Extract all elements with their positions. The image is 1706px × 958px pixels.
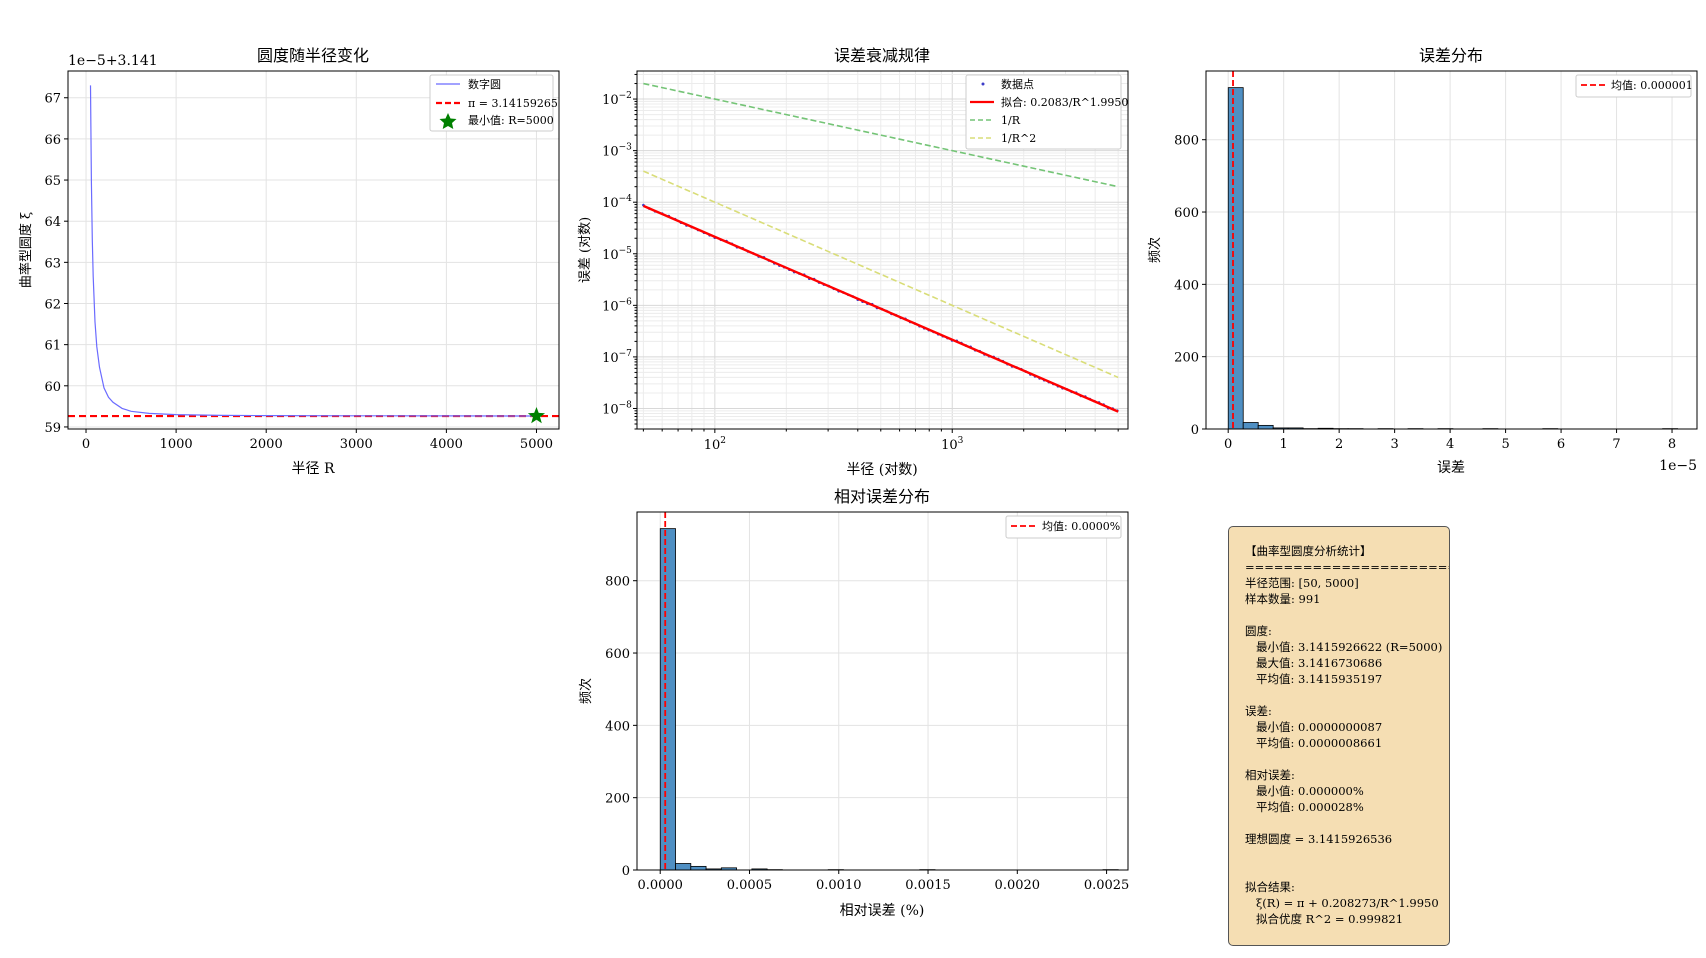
y-tick-label: 60 [44,380,61,395]
x-axis-label: 误差 [1437,460,1465,476]
x-tick-label: 102 [704,436,726,453]
y-tick-label: 10−6 [602,297,632,314]
y-tick-label: 600 [1174,206,1199,221]
panel-roundness-vs-radius: 0 1000 2000 3000 4000 5000596061626364656667 … [18,46,560,477]
y-tick-label: 10−7 [602,349,632,366]
y-offset-text: 1e−5+3.141 [68,53,158,69]
x-tick-label: 0.0005 [727,878,773,893]
axes-frame [636,511,1129,871]
y-tick-label: 800 [605,575,630,590]
x-tick-label: 7 [1612,437,1620,452]
y-tick-label: 200 [1174,351,1199,366]
histogram-bar [675,863,692,871]
legend: 均值: 0.000001 [1575,74,1693,98]
y-tick-label: 10−3 [602,143,632,160]
x-tick-label: 5 [1501,437,1509,452]
x-tick-label: 2000 [250,437,283,452]
legend-label-points: 数据点 [1001,77,1034,91]
legend-label-pi: π = 3.14159265 [468,97,558,110]
series-line-digital-circle [89,85,537,417]
axes-frame [636,70,1129,430]
y-axis-label: 频次 [1147,237,1163,263]
chart-title: 误差衰减规律 [834,46,930,65]
x-tick-label: 2 [1335,437,1343,452]
x-tick-label: 103 [941,436,964,453]
chart-title: 误差分布 [1419,46,1483,65]
y-tick-label: 66 [44,133,61,148]
y-tick-label: 0 [622,864,630,879]
legend: 数字圆 π = 3.14159265 最小值: R=5000 [429,74,558,132]
x-tick-label: 3000 [340,437,373,452]
y-tick-label: 200 [605,792,630,807]
x-axis-label: 半径 R [292,461,335,477]
fit-line [642,204,1119,413]
y-tick-label: 64 [44,215,61,230]
legend-star-marker [439,113,457,129]
y-tick-label: 400 [605,719,630,734]
axes-frame [1205,70,1698,430]
x-tick-label: 8 [1668,437,1676,452]
histogram-bar [659,528,676,871]
x-tick-label: 5000 [520,437,553,452]
min-point-marker [527,407,545,424]
histogram-bar [690,865,707,871]
y-axis-label: 曲率型圆度 ξ [18,212,34,288]
panel-error-decay: 102 103 10−8 10−7 10−6 10−5 10−4 10−3 10−2 误差衰减规… [578,46,1129,478]
x-tick-label: 0 [1224,437,1232,452]
panel-error-distribution: 0 1 2 3 4 5 6 7 8 0 200 400 600 800 误差分布 误差 频次 1e−5 均… [1147,46,1698,476]
legend-label-mean: 均值: 0.0000% [1042,520,1120,533]
y-tick-label: 800 [1174,134,1199,149]
x-tick-label: 0.0015 [905,878,951,893]
x-tick-label: 0.0010 [816,878,862,893]
x-tick-label: 4 [1446,437,1454,452]
histogram-bar [1227,87,1244,430]
y-tick-label: 63 [44,256,61,271]
histogram-bar [1242,422,1259,430]
x-tick-label: 3 [1390,437,1398,452]
legend-label-1r2: 1/R^2 [1001,132,1036,145]
legend: 数据点 拟合: 0.2083/R^1.9950 1/R 1/R^2 [965,74,1128,150]
y-tick-label: 10−2 [602,91,632,108]
x-tick-label: 1000 [160,437,193,452]
x-axis-label: 相对误差 (%) [840,903,925,919]
y-tick-label: 400 [1174,278,1199,293]
y-tick-label: 65 [44,174,61,189]
y-axis-label: 误差 (对数) [578,217,593,283]
x-axis-label: 半径 (对数) [846,462,917,478]
y-tick-label: 61 [44,339,61,354]
axes-frame [67,70,560,430]
chart-title: 相对误差分布 [834,487,930,506]
legend-swatch-points [981,82,985,86]
panel-relative-error-distribution: 0.0000 0.0005 0.0010 0.0015 0.0020 0.0025 0 200… [578,487,1129,919]
x-tick-label: 1 [1280,437,1288,452]
x-tick-label: 6 [1557,437,1565,452]
y-tick-label: 10−8 [602,400,632,417]
y-tick-label: 59 [44,421,61,436]
chart-title: 圆度随半径变化 [257,46,369,65]
y-tick-label: 0 [1191,423,1199,438]
x-tick-label: 0.0025 [1084,878,1130,893]
legend-label-fit: 拟合: 0.2083/R^1.9950 [1001,95,1128,109]
x-tick-label: 0.0020 [995,878,1041,893]
y-axis-label: 频次 [578,678,594,704]
x-tick-label: 0 [82,437,90,452]
y-tick-label: 600 [605,647,630,662]
y-tick-label: 62 [44,297,61,312]
legend-label-mean: 均值: 0.000001 [1611,79,1693,92]
statistics-summary-box: 【曲率型圆度分析统计】 ============================… [1228,526,1450,946]
y-tick-label: 10−4 [602,194,632,211]
y-tick-label: 67 [44,92,61,107]
reference-line-1-over-R2 [643,170,1119,379]
legend-label-min: 最小值: R=5000 [468,114,554,127]
x-tick-label: 0.0000 [637,878,683,893]
legend-label-curve: 数字圆 [468,77,501,91]
x-tick-label: 4000 [430,437,463,452]
y-tick-label: 10−5 [602,246,632,263]
legend: 均值: 0.0000% [1005,515,1122,539]
histogram-bar [1257,424,1274,430]
legend-label-1r: 1/R [1001,114,1021,127]
x-offset-text: 1e−5 [1659,458,1697,474]
